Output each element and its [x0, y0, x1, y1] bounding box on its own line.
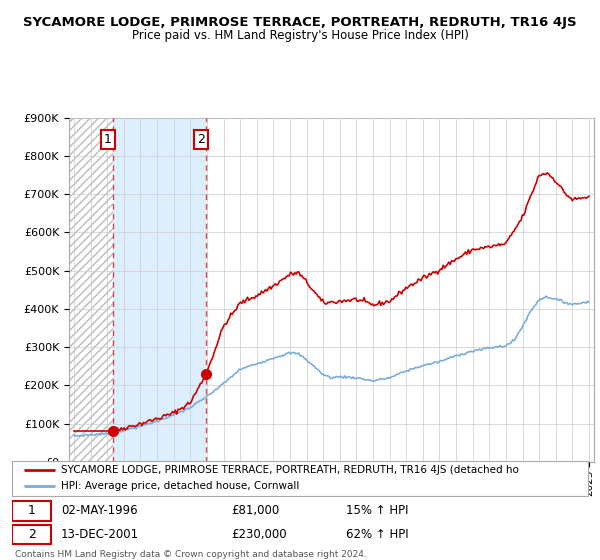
- Text: £81,000: £81,000: [231, 504, 279, 517]
- Text: Contains HM Land Registry data © Crown copyright and database right 2024.
This d: Contains HM Land Registry data © Crown c…: [15, 550, 367, 560]
- Text: £230,000: £230,000: [231, 528, 287, 541]
- Text: SYCAMORE LODGE, PRIMROSE TERRACE, PORTREATH, REDRUTH, TR16 4JS: SYCAMORE LODGE, PRIMROSE TERRACE, PORTRE…: [23, 16, 577, 29]
- Text: 1: 1: [104, 133, 112, 146]
- Text: 1: 1: [28, 504, 35, 517]
- Text: 62% ↑ HPI: 62% ↑ HPI: [346, 528, 409, 541]
- Text: 02-MAY-1996: 02-MAY-1996: [61, 504, 137, 517]
- Text: HPI: Average price, detached house, Cornwall: HPI: Average price, detached house, Corn…: [61, 481, 299, 491]
- Bar: [113, 118, 206, 462]
- Text: Price paid vs. HM Land Registry's House Price Index (HPI): Price paid vs. HM Land Registry's House …: [131, 29, 469, 42]
- Text: 13-DEC-2001: 13-DEC-2001: [61, 528, 139, 541]
- FancyBboxPatch shape: [12, 501, 51, 521]
- Text: 2: 2: [197, 133, 205, 146]
- FancyBboxPatch shape: [12, 525, 51, 544]
- Text: 2: 2: [28, 528, 35, 541]
- Text: 15% ↑ HPI: 15% ↑ HPI: [346, 504, 409, 517]
- Text: SYCAMORE LODGE, PRIMROSE TERRACE, PORTREATH, REDRUTH, TR16 4JS (detached ho: SYCAMORE LODGE, PRIMROSE TERRACE, PORTRE…: [61, 465, 519, 475]
- FancyBboxPatch shape: [12, 461, 588, 496]
